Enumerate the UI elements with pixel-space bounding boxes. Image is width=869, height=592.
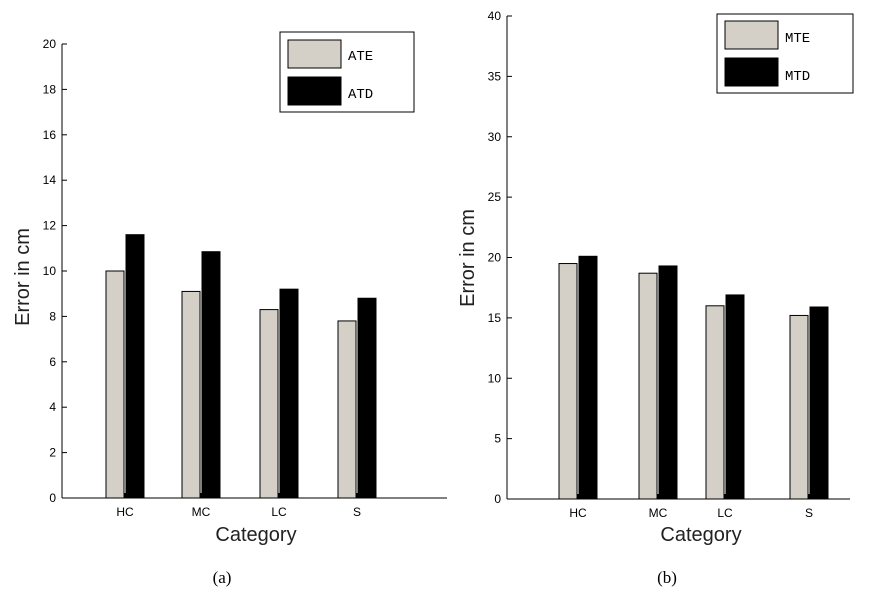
chart-a-bar-atd-lc (279, 288, 299, 499)
chart-a-ytick-label: 6 (49, 355, 56, 369)
chart-b-ylabel: Error in cm (457, 209, 479, 307)
chart-b-ytick-label: 20 (488, 251, 502, 265)
chart-b-bar-mtd-lc (725, 294, 745, 500)
chart-b-legend-swatch-mtd (724, 57, 779, 87)
chart-a-ytick-label: 8 (49, 309, 56, 323)
chart-b-bars (558, 255, 829, 500)
chart-b-legend-label-mte: MTE (785, 31, 810, 47)
chart-b-bar-mtd-s (809, 306, 829, 500)
chart-a-legend-swatch-atd (287, 76, 342, 106)
chart-a-ytick-label: 14 (43, 173, 57, 187)
chart-b-ytick-label: 0 (494, 492, 501, 506)
chart-a-ytick-label: 2 (49, 446, 56, 460)
chart-a-bar-ate-mc (181, 290, 201, 499)
chart-b-xtick-label: MC (649, 506, 668, 520)
chart-b-ytick-label: 35 (488, 69, 502, 83)
chart-b-bar-mtd-hc (578, 255, 598, 500)
chart-a-bars (105, 234, 377, 499)
chart-b-ytick-label: 15 (488, 311, 502, 325)
chart-b: 0 5 10 15 20 25 30 35 40 HC MC LC S Error in cm Cate… (457, 9, 854, 587)
chart-a-xtick-label: MC (192, 505, 211, 519)
chart-a-bar-ate-lc (259, 309, 279, 499)
chart-b-bar-mtd-mc (658, 265, 678, 500)
chart-a-bar-atd-hc (125, 234, 145, 499)
chart-b-legend: MTE MTD (716, 13, 854, 94)
chart-a-ytick-label: 20 (43, 37, 57, 51)
chart-a-xtick-label: HC (116, 505, 134, 519)
chart-a-ytick-label: 18 (43, 82, 57, 96)
chart-a-legend-label-ate: ATE (348, 49, 373, 65)
chart-b-bar-mte-hc (558, 263, 578, 500)
chart-b-caption: (b) (657, 568, 677, 587)
chart-b-ytick-label: 5 (494, 432, 501, 446)
chart-b-ytick-label: 30 (488, 130, 502, 144)
chart-b-xtick-label: LC (717, 506, 733, 520)
chart-a-ylabel: Error in cm (12, 228, 34, 326)
chart-a-ytick-label: 0 (49, 491, 56, 505)
chart-a-xtick-label: S (353, 505, 361, 519)
chart-b-bar-mte-s (789, 314, 809, 500)
chart-a-caption: (a) (213, 568, 232, 587)
chart-b-legend-label-mtd: MTD (785, 69, 810, 85)
chart-b-legend-swatch-mte (724, 20, 779, 50)
chart-b-xlabel: Category (660, 524, 741, 546)
chart-b-ytick-label: 40 (488, 9, 502, 23)
chart-b-xtick-label: S (805, 506, 813, 520)
chart-a-xtick-label: LC (271, 505, 287, 519)
chart-a-bar-atd-s (357, 297, 377, 499)
chart-a-ytick-label: 12 (43, 219, 57, 233)
chart-b-ticks: 0 5 10 15 20 25 30 35 40 HC MC LC S (488, 9, 813, 520)
chart-a-bar-ate-s (337, 320, 357, 499)
chart-a-ytick-label: 10 (43, 264, 57, 278)
chart-b-ytick-label: 25 (488, 190, 502, 204)
chart-a-bar-atd-mc (201, 251, 221, 499)
chart-a-legend-swatch-ate (287, 39, 342, 69)
chart-b-bar-mte-mc (638, 272, 658, 500)
chart-a: 0 2 4 6 8 10 12 14 16 18 20 HC MC LC S Error in cm Cat… (12, 31, 447, 587)
chart-a-legend: ATE ATD (279, 31, 415, 113)
chart-b-xtick-label: HC (569, 506, 587, 520)
chart-a-ticks: 0 2 4 6 8 10 12 14 16 18 20 HC MC LC S (43, 37, 361, 519)
chart-a-ytick-label: 16 (43, 128, 57, 142)
chart-a-bar-ate-hc (105, 270, 125, 499)
chart-a-legend-label-atd: ATD (348, 87, 373, 103)
chart-b-bar-mte-lc (705, 305, 725, 500)
chart-b-ytick-label: 10 (488, 371, 502, 385)
chart-a-ytick-label: 4 (49, 400, 56, 414)
chart-a-xlabel: Category (215, 524, 296, 546)
